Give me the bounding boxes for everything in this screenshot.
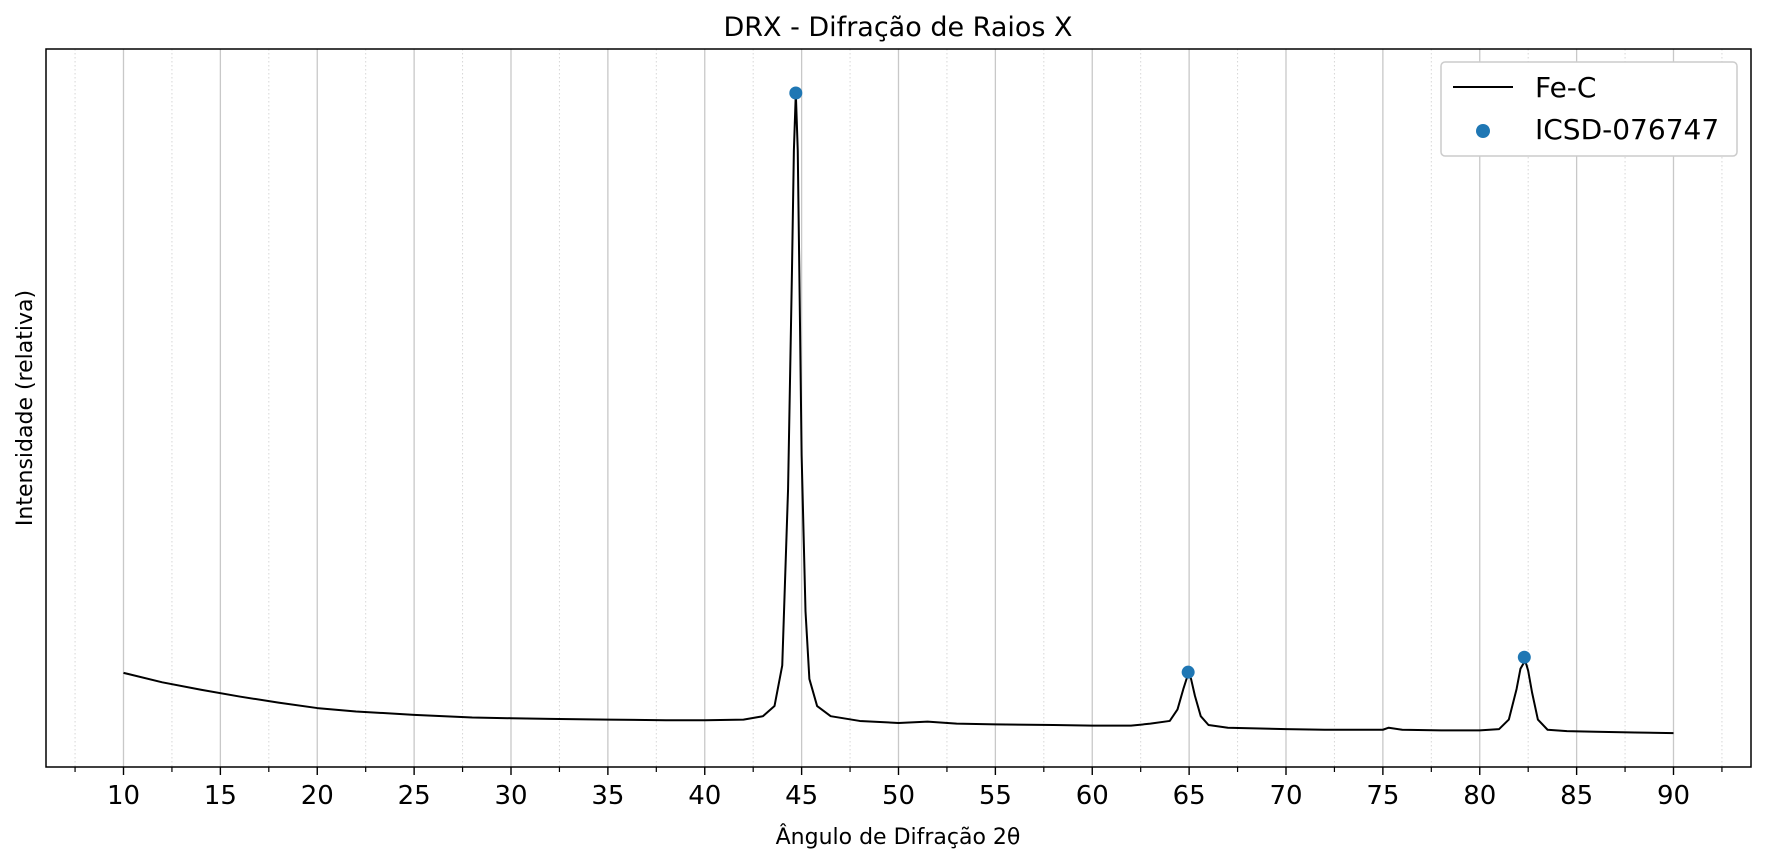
x-tick-label: 40 (688, 781, 721, 811)
data-layer (123, 86, 1674, 735)
x-tick-label: 85 (1560, 781, 1593, 811)
x-tick-label: 30 (494, 781, 527, 811)
legend-label-icsd: ICSD-076747 (1535, 113, 1719, 146)
icsd-peak-marker (789, 86, 803, 100)
x-tick-label: 60 (1076, 781, 1109, 811)
x-tick-label: 90 (1657, 781, 1690, 811)
x-tick-label: 10 (107, 781, 140, 811)
x-tick-label: 25 (398, 781, 431, 811)
x-tick-label: 65 (1173, 781, 1206, 811)
icsd-peak-marker (1181, 665, 1195, 679)
legend-marker-swatch (1476, 124, 1490, 138)
series-line-fe-c (123, 92, 1674, 735)
chart-title: DRX - Difração de Raios X (723, 12, 1072, 43)
x-tick-label: 80 (1463, 781, 1496, 811)
grid-lines (74, 49, 1723, 767)
x-axis-ticks: 10 15 20 25 30 35 40 45 50 55 60 65 70 75 80 85 90 (74, 767, 1723, 811)
x-tick-label: 50 (882, 781, 915, 811)
x-tick-label: 75 (1366, 781, 1399, 811)
legend: Fe-C ICSD-076747 (1440, 61, 1738, 157)
x-tick-label: 45 (785, 781, 818, 811)
x-tick-label: 20 (301, 781, 334, 811)
x-axis-label: Ângulo de Difração 2θ (776, 824, 1021, 850)
x-tick-label: 35 (591, 781, 624, 811)
x-tick-label: 15 (204, 781, 237, 811)
legend-label-fe-c: Fe-C (1535, 71, 1596, 104)
x-tick-label: 70 (1269, 781, 1302, 811)
x-tick-label: 55 (979, 781, 1012, 811)
icsd-peak-marker (1517, 650, 1531, 664)
legend-box (1440, 61, 1738, 157)
y-axis-label: Intensidade (relativa) (13, 290, 38, 526)
